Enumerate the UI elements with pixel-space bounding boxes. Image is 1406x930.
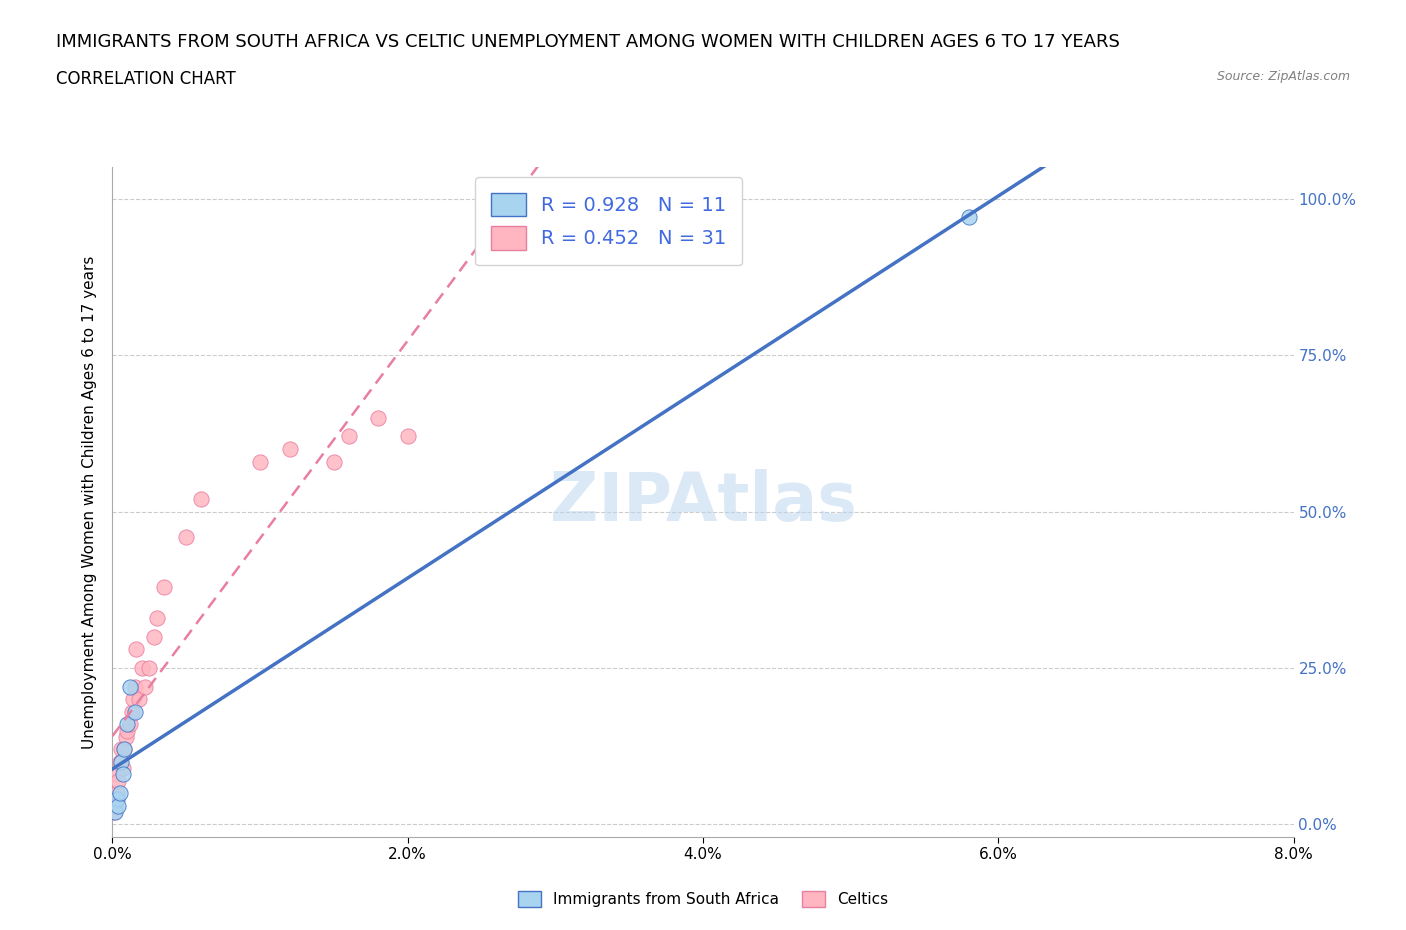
Text: Source: ZipAtlas.com: Source: ZipAtlas.com [1216, 70, 1350, 83]
Point [174, 529, 197, 544]
Point [108, 786, 131, 801]
Point [120, 717, 142, 732]
Point [104, 798, 127, 813]
Point [134, 680, 156, 695]
Point [131, 660, 153, 675]
Point [108, 754, 131, 769]
Text: IMMIGRANTS FROM SOUTH AFRICA VS CELTIC UNEMPLOYMENT AMONG WOMEN WITH CHILDREN AG: IMMIGRANTS FROM SOUTH AFRICA VS CELTIC U… [56, 33, 1121, 50]
Point [153, 579, 176, 594]
Point [117, 717, 138, 732]
Point [396, 429, 419, 444]
Point [110, 754, 132, 769]
Point [957, 210, 980, 225]
Point [190, 492, 212, 507]
Point [105, 767, 128, 782]
Point [120, 680, 142, 695]
Point [138, 660, 160, 675]
Point [323, 454, 346, 469]
Point [337, 429, 360, 444]
Point [124, 680, 146, 695]
Point [110, 742, 132, 757]
Point [104, 804, 127, 819]
Point [124, 704, 146, 719]
Point [117, 724, 138, 738]
Point [111, 761, 134, 776]
Legend: R = 0.928   N = 11, R = 0.452   N = 31: R = 0.928 N = 11, R = 0.452 N = 31 [475, 177, 742, 265]
Point [103, 804, 125, 819]
Point [111, 767, 134, 782]
Point [367, 410, 389, 425]
Point [142, 630, 165, 644]
Point [112, 742, 135, 757]
Point [128, 692, 150, 707]
Point [249, 454, 271, 469]
Text: CORRELATION CHART: CORRELATION CHART [56, 70, 236, 87]
Point [107, 773, 129, 788]
Point [112, 742, 135, 757]
Point [121, 704, 143, 719]
Point [114, 729, 136, 744]
Point [122, 692, 145, 707]
Point [278, 442, 301, 457]
Legend: Immigrants from South Africa, Celtics: Immigrants from South Africa, Celtics [512, 884, 894, 913]
Y-axis label: Unemployment Among Women with Children Ages 6 to 17 years: Unemployment Among Women with Children A… [82, 256, 97, 749]
Point [105, 792, 128, 807]
Point [105, 786, 128, 801]
Text: ZIPAtlas: ZIPAtlas [550, 470, 856, 535]
Point [146, 610, 169, 625]
Point [125, 642, 148, 657]
Point [107, 798, 129, 813]
